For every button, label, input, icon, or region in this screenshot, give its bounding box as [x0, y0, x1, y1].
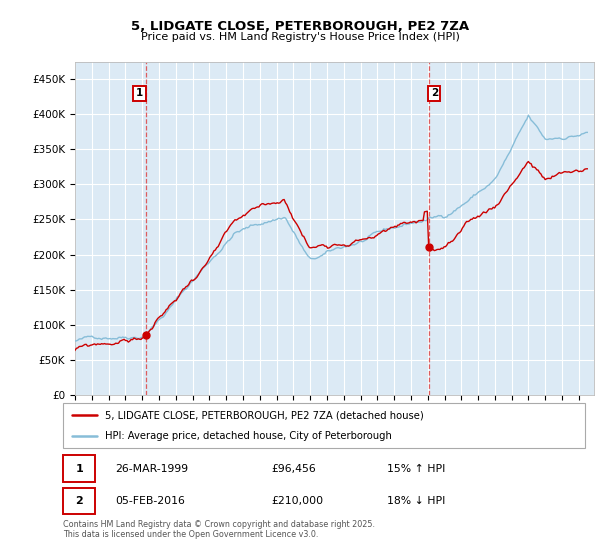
Text: 5, LIDGATE CLOSE, PETERBOROUGH, PE2 7ZA: 5, LIDGATE CLOSE, PETERBOROUGH, PE2 7ZA — [131, 20, 469, 32]
Text: 2: 2 — [431, 88, 438, 98]
Text: £96,456: £96,456 — [272, 464, 317, 474]
Text: 18% ↓ HPI: 18% ↓ HPI — [386, 496, 445, 506]
Bar — [63, 455, 95, 482]
Text: 5, LIDGATE CLOSE, PETERBOROUGH, PE2 7ZA (detached house): 5, LIDGATE CLOSE, PETERBOROUGH, PE2 7ZA … — [105, 410, 424, 421]
Text: 26-MAR-1999: 26-MAR-1999 — [115, 464, 188, 474]
Text: 1: 1 — [136, 88, 143, 98]
Text: 15% ↑ HPI: 15% ↑ HPI — [386, 464, 445, 474]
Text: 2: 2 — [76, 496, 83, 506]
Text: HPI: Average price, detached house, City of Peterborough: HPI: Average price, detached house, City… — [105, 431, 392, 441]
Text: £210,000: £210,000 — [272, 496, 324, 506]
Text: 1: 1 — [76, 464, 83, 474]
Text: Price paid vs. HM Land Registry's House Price Index (HPI): Price paid vs. HM Land Registry's House … — [140, 32, 460, 42]
Text: 05-FEB-2016: 05-FEB-2016 — [115, 496, 185, 506]
Bar — [63, 488, 95, 515]
Text: Contains HM Land Registry data © Crown copyright and database right 2025.
This d: Contains HM Land Registry data © Crown c… — [63, 520, 375, 539]
